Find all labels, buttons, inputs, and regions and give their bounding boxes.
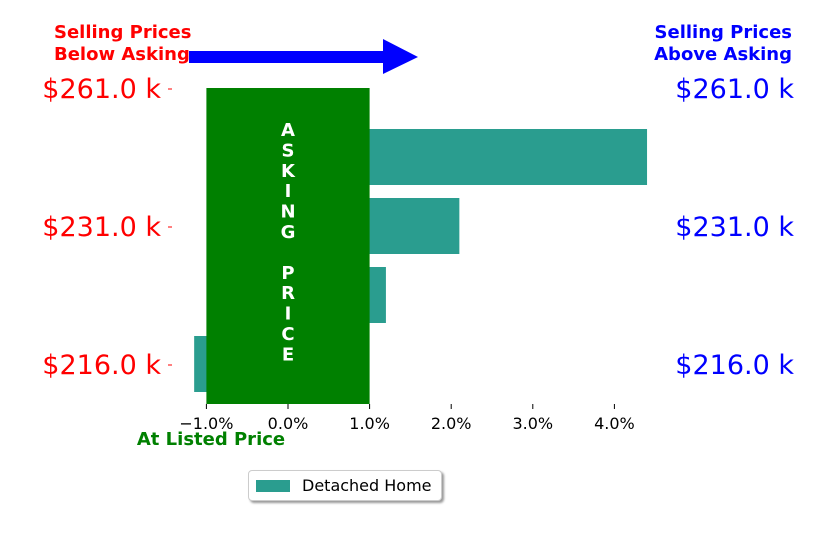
asking-price-band xyxy=(206,88,370,404)
at-listed-price-label: At Listed Price xyxy=(137,429,285,450)
header-above-line: Selling Prices xyxy=(655,22,792,43)
x-tick-label: 0.0% xyxy=(268,414,309,433)
asking-price-letter: S xyxy=(282,140,295,161)
asking-price-letter: G xyxy=(281,222,296,243)
price-label-left: $261.0 k xyxy=(42,74,161,105)
asking-price-letter: E xyxy=(282,344,294,365)
asking-price-letter: I xyxy=(285,304,292,325)
x-tick-label: 1.0% xyxy=(349,414,390,433)
x-tick-label: 4.0% xyxy=(594,414,635,433)
price-label-left: $216.0 k xyxy=(42,350,161,381)
x-tick-label: −1.0% xyxy=(179,414,233,433)
header-below-line: Selling Prices xyxy=(54,22,191,43)
x-tick-label: 2.0% xyxy=(431,414,472,433)
header-below-line: Below Asking xyxy=(54,44,190,65)
asking-price-letter: R xyxy=(281,283,295,304)
asking-price-letter: I xyxy=(285,181,292,202)
x-tick-label: 3.0% xyxy=(512,414,553,433)
asking-price-letter: N xyxy=(280,202,295,223)
asking-price-letter: C xyxy=(281,324,294,345)
legend: Detached Home xyxy=(248,470,442,501)
direction-arrow-icon xyxy=(189,39,418,74)
asking-price-letter: K xyxy=(281,161,296,182)
asking-price-letter: A xyxy=(281,120,295,141)
header-above-line: Above Asking xyxy=(654,44,792,65)
price-label-right: $216.0 k xyxy=(675,350,794,381)
price-label-right: $261.0 k xyxy=(675,74,794,105)
legend-swatch xyxy=(256,479,290,492)
legend-label-detached-home: Detached Home xyxy=(302,476,432,495)
price-label-right: $231.0 k xyxy=(675,212,794,243)
price-label-left: $231.0 k xyxy=(42,212,161,243)
asking-price-letter: P xyxy=(281,263,294,284)
